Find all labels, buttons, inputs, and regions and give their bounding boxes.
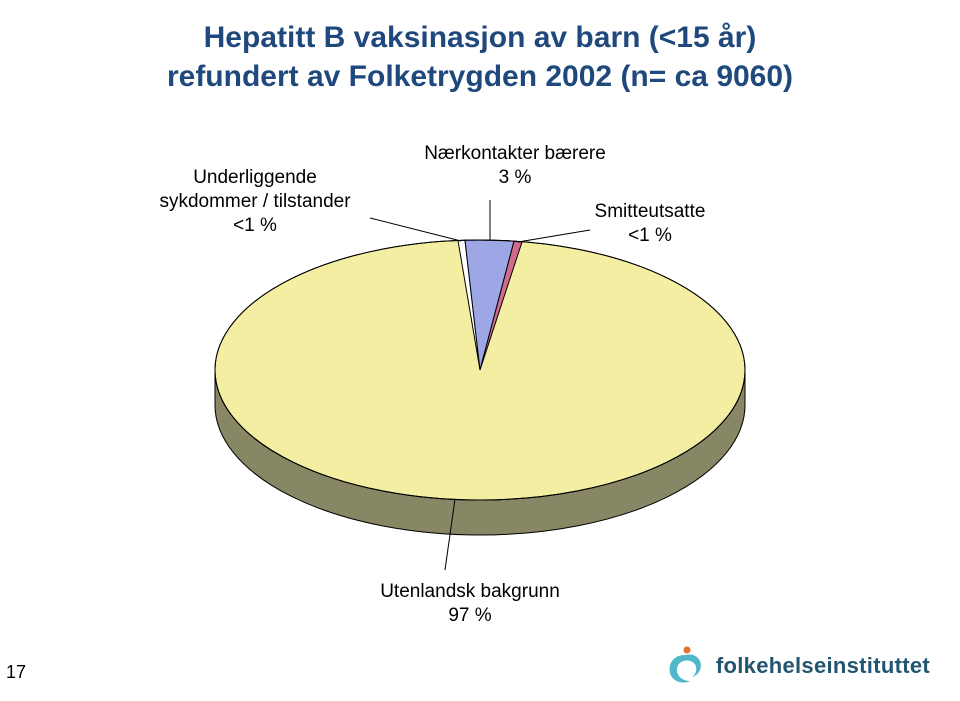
label-underliggende-l1: Underliggende xyxy=(193,167,317,188)
logo-dot-icon xyxy=(683,647,690,654)
slice-label-utenlandsk: Utenlandsk bakgrunn 97 % xyxy=(340,580,600,628)
title-line-2: refundert av Folketrygden 2002 (n= ca 90… xyxy=(167,60,793,93)
logo-icon xyxy=(664,645,706,687)
label-utenlandsk-l2: 97 % xyxy=(448,605,491,626)
title-line-1: Hepatitt B vaksinasjon av barn (<15 år) xyxy=(204,21,757,54)
leader-underliggende xyxy=(370,218,461,241)
pie-svg xyxy=(195,200,765,580)
label-utenlandsk-l1: Utenlandsk bakgrunn xyxy=(380,581,560,602)
logo: folkehelseinstituttet xyxy=(664,645,930,687)
page-number: 17 xyxy=(6,662,26,683)
leader-smitteutsatte xyxy=(518,230,590,242)
slice-label-naerkontakter: Nærkontakter bærere 3 % xyxy=(410,142,620,190)
label-naerkontakter-l1: Nærkontakter bærere xyxy=(424,143,606,164)
logo-text: folkehelseinstituttet xyxy=(716,653,930,679)
label-naerkontakter-l2: 3 % xyxy=(499,167,532,188)
chart-title: Hepatitt B vaksinasjon av barn (<15 år) … xyxy=(0,0,960,96)
logo-swirl-icon xyxy=(670,654,701,682)
pie-chart: Underliggende sykdommer / tilstander <1 … xyxy=(0,160,960,590)
